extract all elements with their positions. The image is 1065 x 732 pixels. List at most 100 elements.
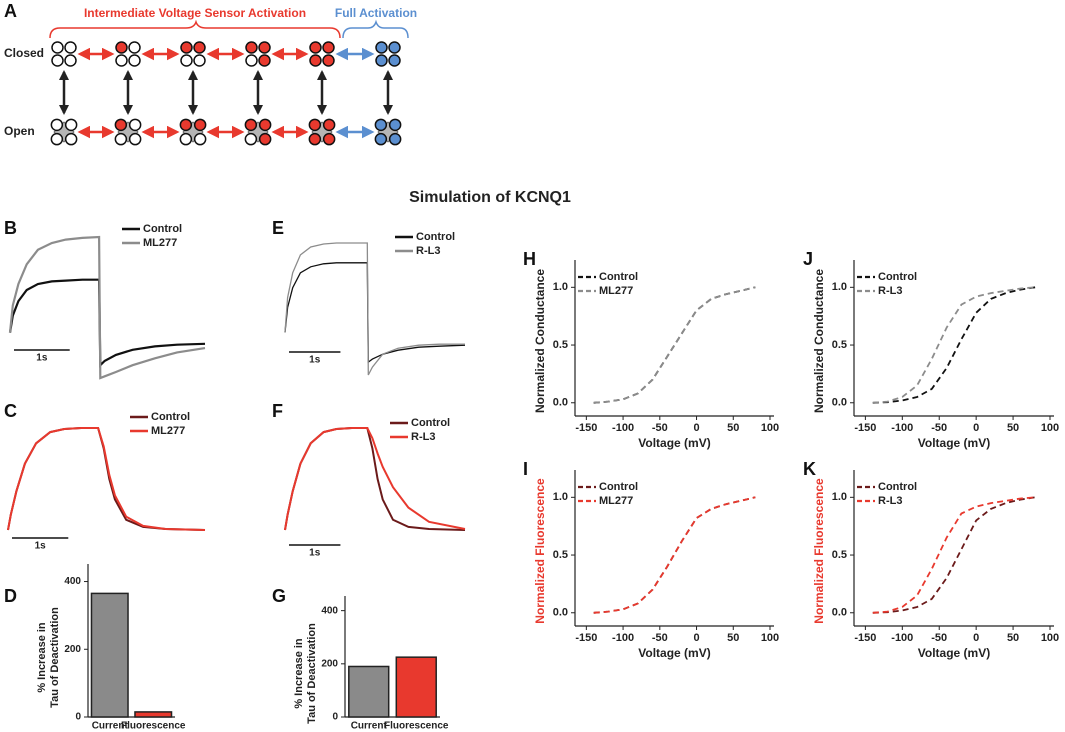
panel-letter: E [272,218,284,238]
voltage-sensor [375,41,388,54]
scale-bar-label: 1s [35,541,47,552]
x-tick-label: Fluorescence [121,721,186,732]
voltage-sensor [322,54,335,67]
brace [49,19,341,39]
x-tick-label: 50 [1007,422,1019,434]
voltage-sensor [128,132,142,146]
y-tick-label: 0 [75,712,81,723]
x-tick-label: -100 [891,422,913,434]
voltage-sensor [64,54,77,67]
y-tick-label: 400 [64,576,81,587]
legend-label: R-L3 [411,431,435,443]
panel-letter: H [523,249,536,269]
y-tick-label: 1.0 [553,491,568,503]
voltage-sensor [244,118,258,132]
legend-label: Control [416,231,455,243]
voltage-sensor [64,41,77,54]
voltage-sensor [114,118,128,132]
voltage-sensor [64,118,78,132]
bar [134,711,173,718]
series-line [593,496,756,614]
x-tick-label: 0 [693,422,699,434]
panel-letter: I [523,459,528,479]
y-tick-label: 0.0 [553,607,568,619]
series-line [593,286,756,404]
row-label: Open [4,124,35,138]
voltage-sensor [258,54,271,67]
voltage-sensor [115,41,128,54]
series-line [593,496,756,614]
x-tick-label: -150 [575,422,597,434]
panel-letter: K [803,459,816,479]
voltage-sensor [51,41,64,54]
scale-bar-label: 1s [309,548,321,559]
y-tick-label: 0.0 [553,397,568,409]
diagram-header: Intermediate Voltage Sensor Activation [84,6,306,20]
x-tick-label: -100 [612,632,634,644]
voltage-sensor [128,118,142,132]
x-tick-label: Current [351,721,388,732]
voltage-sensor [128,41,141,54]
legend-label: Control [878,271,917,283]
x-tick-label: 100 [1041,632,1059,644]
panel-letter: G [272,586,286,606]
x-tick-label: -150 [575,632,597,644]
voltage-sensor [180,41,193,54]
legend-label: R-L3 [878,495,902,507]
voltage-sensor [114,132,128,146]
y-tick-label: 0.0 [832,607,847,619]
series-line [7,427,206,531]
legend-label: Control [599,481,638,493]
y-tick-label: 1.0 [832,281,847,293]
y-axis-label: Tau of Deactivation [306,623,318,724]
scale-bar-label: 1s [309,355,321,366]
legend-label: Control [151,411,190,423]
voltage-sensor [322,41,335,54]
voltage-sensor [258,41,271,54]
panel-letter: F [272,401,283,421]
y-axis-label: Normalized Fluorescence [533,478,547,624]
x-axis-label: Voltage (mV) [638,436,710,450]
series-line [593,286,756,404]
y-tick-label: 0.5 [832,339,847,351]
x-tick-label: -100 [891,632,913,644]
panel-letter: C [4,401,17,421]
x-tick-label: 50 [727,422,739,434]
x-tick-label: Fluorescence [384,721,449,732]
voltage-sensor [179,132,193,146]
x-axis-label: Voltage (mV) [918,436,990,450]
figure-title: Simulation of KCNQ1 [409,189,571,206]
x-tick-label: 0 [973,632,979,644]
legend-label: Control [878,481,917,493]
x-tick-label: 0 [693,632,699,644]
y-tick-label: 0 [332,712,338,723]
y-axis-label: Normalized Conductance [533,269,547,413]
voltage-sensor [64,132,78,146]
legend-label: Control [411,417,450,429]
voltage-sensor [245,41,258,54]
y-tick-label: 0.5 [553,339,568,351]
x-axis-label: Voltage (mV) [638,646,710,660]
voltage-sensor [245,54,258,67]
series-line [284,427,466,531]
voltage-sensor [388,54,401,67]
voltage-sensor [180,54,193,67]
panel-letter: J [803,249,813,269]
y-tick-label: 1.0 [553,281,568,293]
series-line [8,235,206,380]
y-tick-label: 200 [321,658,338,669]
x-tick-label: 50 [1007,632,1019,644]
voltage-sensor [193,118,207,132]
y-tick-label: 0.0 [832,397,847,409]
voltage-sensor [193,54,206,67]
series-line [8,278,206,368]
row-label: Closed [4,46,44,60]
legend-label: ML277 [143,237,177,249]
legend-label: ML277 [599,285,633,297]
panel-letter: B [4,218,17,238]
voltage-sensor [322,132,336,146]
y-axis-label: % Increase in [36,622,48,693]
x-tick-label: 100 [761,632,779,644]
x-tick-label: -50 [652,422,668,434]
